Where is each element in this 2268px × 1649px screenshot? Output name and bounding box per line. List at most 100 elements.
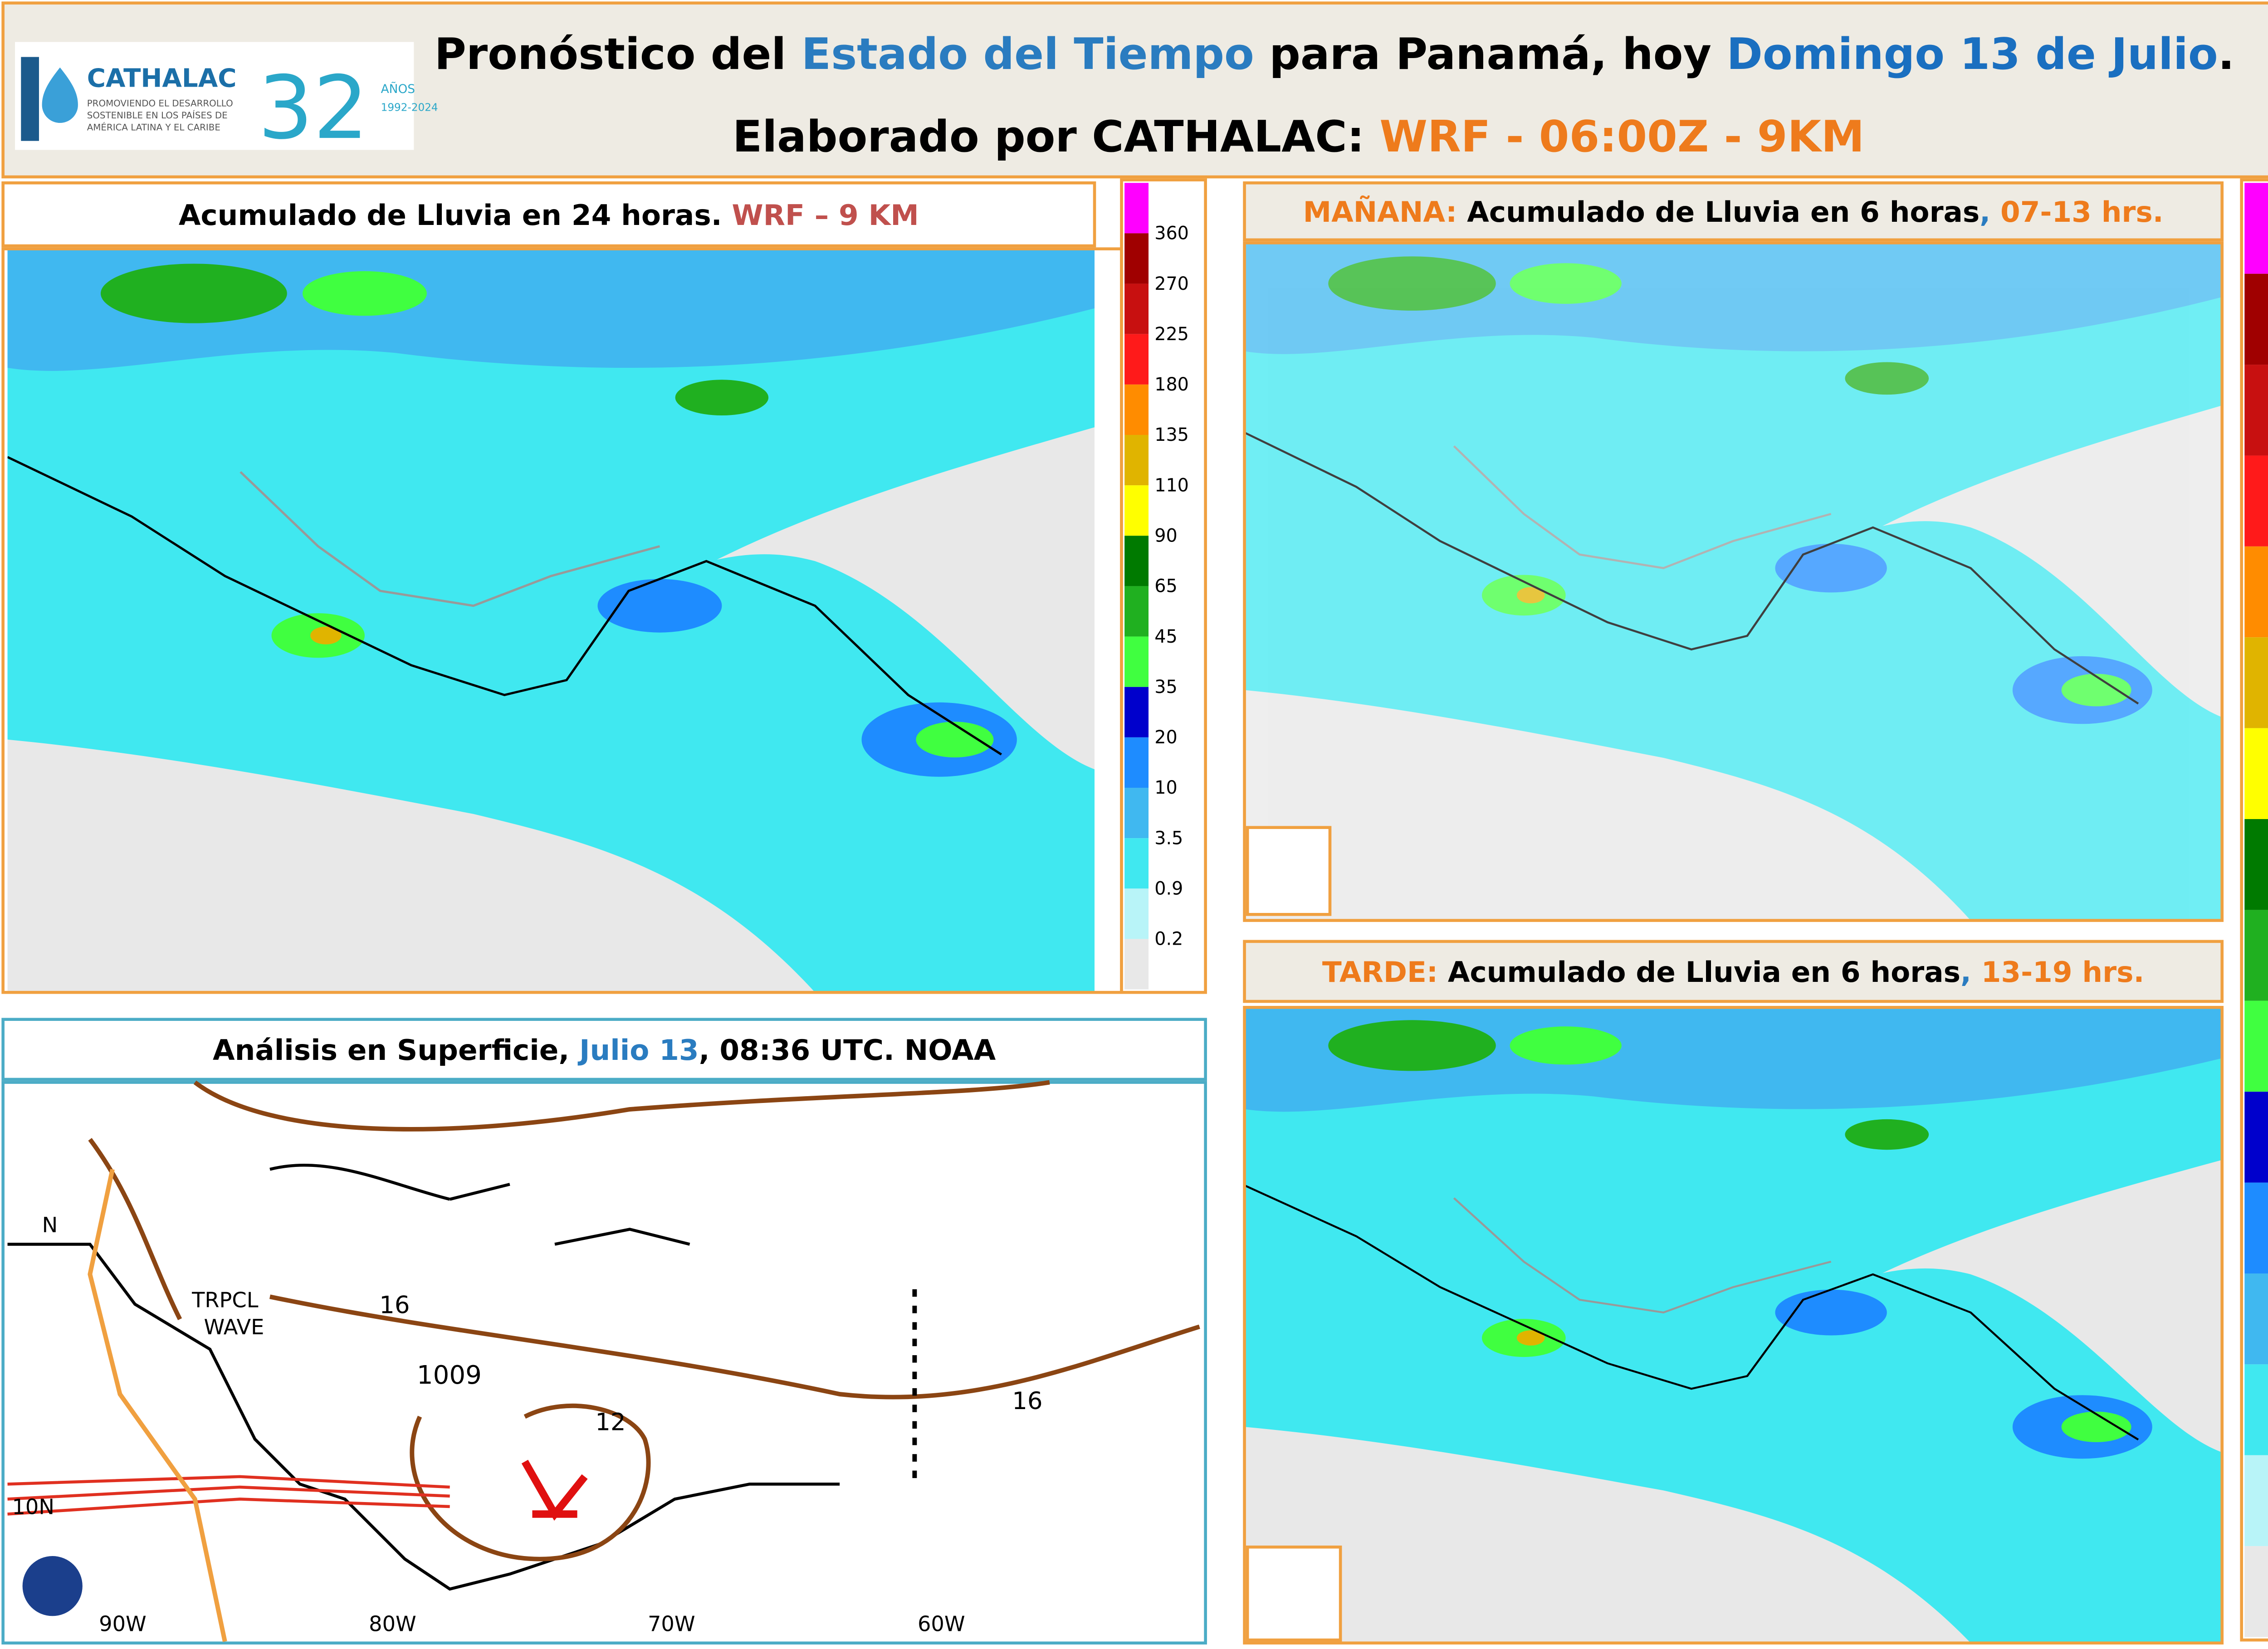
subtitle: Elaborado por CATHALAC: WRF - 06:00Z - 9… <box>733 111 1864 162</box>
colorbar-label: 0.9 <box>1154 878 1183 899</box>
colorbar-swatch <box>2244 365 2268 456</box>
colorbar-label: 45 <box>1154 626 1177 647</box>
map-logo <box>1246 826 1332 916</box>
colorbar-swatch <box>1124 334 1149 385</box>
panel-title-part: WRF – 9 KM <box>732 199 919 232</box>
rain-map-afternoon <box>1245 1007 2222 1643</box>
subtitle-part: Elaborado por CATHALAC: <box>733 111 1379 162</box>
colorbar-swatch <box>2244 455 2268 546</box>
colorbar-swatch <box>1124 283 1149 334</box>
panel-title-part: Julio 13 <box>577 1034 699 1067</box>
colorbar-swatch <box>1124 536 1149 586</box>
panel-title-box <box>1243 181 2224 242</box>
lat-label: 10N <box>12 1495 54 1519</box>
colorbar-swatch <box>2244 1182 2268 1273</box>
panel-title-part: , 08:36 UTC. NOAA <box>699 1034 996 1067</box>
surface-map-labels: TRPCL WAVE 1009 16 16 12 N 10N 90W 80W 7… <box>12 1213 1042 1636</box>
colorbar-swatch <box>1124 888 1149 939</box>
panel-title-part: Acumulado de Lluvia en 6 horas <box>1438 956 1960 989</box>
colorbar-label: 3.5 <box>1154 828 1183 849</box>
colorbar-swatch <box>1124 636 1149 687</box>
rain-map-24h <box>8 249 1095 993</box>
colorbar-label: 360 <box>1154 223 1189 244</box>
title-part: . <box>2218 29 2234 79</box>
logo-stripe <box>21 57 39 141</box>
colorbar-swatch <box>1124 233 1149 284</box>
logo-drop <box>42 67 78 123</box>
title-part: Domingo 13 de Julio <box>1726 29 2218 79</box>
panel-title-part: 13-19 hrs. <box>1981 956 2145 989</box>
colorbar-swatch <box>1124 687 1149 737</box>
colorbar-swatch <box>1124 183 1149 234</box>
lon-label: 90W <box>99 1611 147 1636</box>
panel-title: MAÑANA: Acumulado de Lluvia en 6 horas, … <box>1303 195 2164 229</box>
colorbar-swatch <box>2244 183 2268 274</box>
compass-label: N <box>42 1213 58 1237</box>
colorbar-swatch <box>2244 1546 2268 1637</box>
panel-border <box>1243 241 2224 922</box>
panel-title-part: Acumulado de Lluvia en 24 horas. <box>179 199 732 232</box>
isobar-label: 16 <box>379 1292 410 1319</box>
panel-title-part: TARDE: <box>1322 956 1438 989</box>
colorbar-label: 180 <box>1154 374 1189 395</box>
logo-name: CATHALAC <box>87 64 237 93</box>
colorbar-label: 65 <box>1154 576 1177 597</box>
front-label: WAVE <box>204 1315 264 1339</box>
colorbar-label: 10 <box>1154 777 1177 798</box>
noaa-logo <box>22 1556 83 1616</box>
panel-title-box <box>1 1018 1207 1081</box>
colorbar-swatch <box>1124 737 1149 788</box>
panel-title: TARDE: Acumulado de Lluvia en 6 horas, 1… <box>1322 956 2144 989</box>
logo-years: AÑOS <box>381 82 415 96</box>
colorbar-swatch <box>2244 1364 2268 1455</box>
colorbar-label: 90 <box>1154 526 1177 546</box>
colorbar-swatch <box>1124 788 1149 839</box>
colorbar-swatch <box>2244 1000 2268 1092</box>
panel-title-part: Acumulado de Lluvia en 6 horas <box>1457 195 1980 229</box>
pressure-label: 1009 <box>417 1361 482 1390</box>
colorbar-swatch <box>2244 546 2268 638</box>
logo-range: 1992-2024 <box>381 102 438 114</box>
colorbar-swatch <box>2244 1092 2268 1183</box>
colorbar-swatch <box>2244 637 2268 728</box>
colorbar-swatch <box>1124 586 1149 637</box>
surface-map <box>1 1081 1207 1645</box>
lon-label: 60W <box>918 1611 965 1636</box>
colorbar-swatch <box>2244 910 2268 1001</box>
colorbar-label: 225 <box>1154 324 1189 345</box>
colorbar-label: 110 <box>1154 475 1189 496</box>
title-part: Estado del Tiempo <box>802 29 1254 79</box>
colorbar-label: 20 <box>1154 727 1177 748</box>
panel-border <box>1243 1005 2224 1645</box>
colorbar-swatch <box>2244 1273 2268 1365</box>
panel-title-box <box>1243 940 2224 1003</box>
lon-label: 70W <box>648 1611 695 1636</box>
panel-title: Análisis en Superficie, Julio 13, 08:36 … <box>213 1034 996 1067</box>
colorbar-label: 135 <box>1154 424 1189 445</box>
logo-tagline: PROMOVIENDO EL DESARROLLO <box>87 98 233 109</box>
colorbar-label: 35 <box>1154 677 1177 698</box>
panel-title-box <box>1 181 1096 248</box>
colorbar-swatch <box>2244 728 2268 820</box>
colorbar-swatch <box>2244 1455 2268 1547</box>
rain-map-morning <box>1245 243 2222 920</box>
colorbar-label: 0.2 <box>1154 929 1183 950</box>
colorbar-swatch <box>1124 384 1149 435</box>
panel-title-part: MAÑANA: <box>1303 195 1457 229</box>
title-part: para Panamá, hoy <box>1254 29 1726 79</box>
colorbar-swatch <box>1124 838 1149 889</box>
panel-title-part: Análisis en Superficie, <box>213 1034 579 1067</box>
title: Pronóstico del Estado del Tiempo para Pa… <box>435 29 2234 79</box>
colorbar-swatch <box>1124 485 1149 536</box>
panel-title-part: 07-13 hrs. <box>2000 195 2164 229</box>
colorbar-swatch <box>2244 273 2268 365</box>
logo-anniversary: 32 <box>258 58 369 159</box>
subtitle-part: WRF - 06:00Z - 9KM <box>1379 111 1864 162</box>
panel-title-part: , <box>1980 195 2000 229</box>
colorbar-swatch <box>2244 819 2268 910</box>
isobar-label: 16 <box>1012 1387 1042 1415</box>
panel-title-part: , <box>1960 956 1981 989</box>
front-label: TRPCL <box>191 1288 259 1312</box>
